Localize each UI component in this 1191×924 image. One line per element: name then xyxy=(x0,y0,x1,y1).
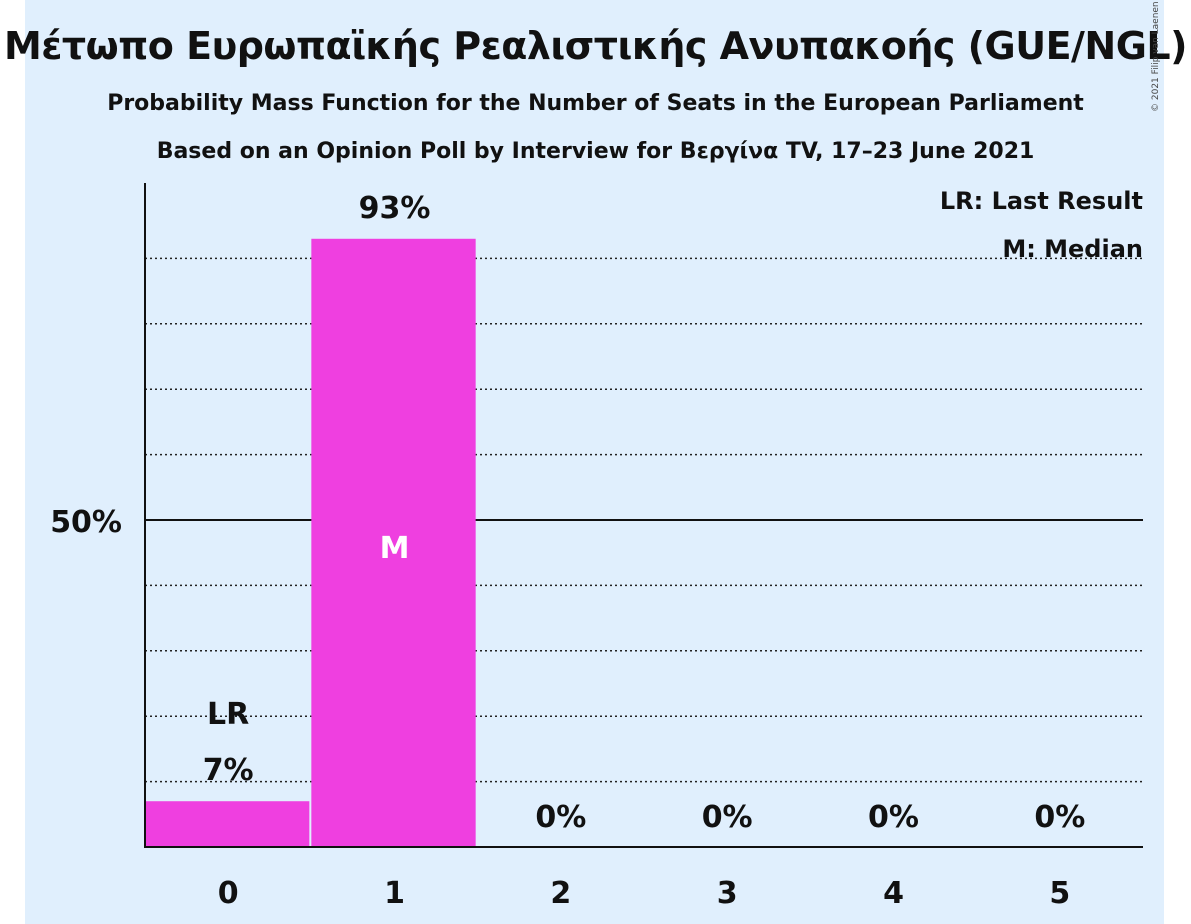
value-label: 0% xyxy=(868,800,919,835)
x-tick-label: 5 xyxy=(1049,876,1070,911)
legend-last-result: LR: Last Result xyxy=(940,187,1143,215)
labels: 7% 93% 0% 0% 0% 0% LR M xyxy=(203,191,1086,835)
x-tick-label: 3 xyxy=(717,876,738,911)
chart-title: Μέτωπο Ευρωπαϊκής Ρεαλιστικής Ανυπακοής … xyxy=(3,24,1188,68)
bar xyxy=(311,238,476,847)
chart-subtitle-poll: Based on an Opinion Poll by Interview fo… xyxy=(156,139,1035,164)
value-label: 0% xyxy=(702,800,753,835)
last-result-marker: LR xyxy=(207,697,249,732)
bar xyxy=(145,801,310,847)
legend-median: M: Median xyxy=(1002,235,1143,263)
x-tick-label: 2 xyxy=(550,876,571,911)
bars xyxy=(145,238,476,847)
median-marker: M xyxy=(380,531,410,566)
value-label: 93% xyxy=(359,191,431,226)
chart-background xyxy=(25,0,1164,924)
axes: 50% 0 1 2 3 4 5 xyxy=(50,183,1143,911)
gridlines xyxy=(145,257,1143,783)
value-label: 7% xyxy=(203,753,254,788)
value-label: 0% xyxy=(535,800,586,835)
chart-subtitle: Probability Mass Function for the Number… xyxy=(107,91,1084,116)
x-tick-label: 0 xyxy=(218,876,239,911)
x-tick-label: 1 xyxy=(384,876,405,911)
value-label: 0% xyxy=(1034,800,1085,835)
y-tick-label: 50% xyxy=(50,505,122,540)
x-tick-label: 4 xyxy=(883,876,904,911)
